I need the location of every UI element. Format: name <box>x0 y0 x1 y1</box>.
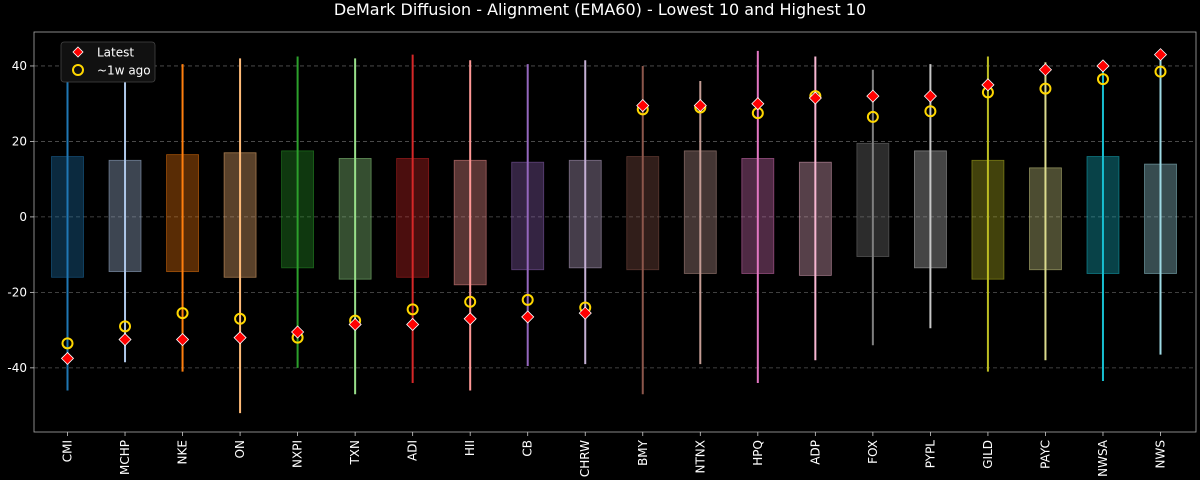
week-ago-point <box>1039 82 1052 95</box>
y-axis-ticks: -40 -20 0 20 40 <box>7 59 34 375</box>
latest-point <box>981 78 995 92</box>
y-tick-label: -20 <box>7 285 27 299</box>
legend-latest-label: Latest <box>97 46 134 60</box>
week-ago-point <box>176 307 189 320</box>
latest-point <box>636 99 650 113</box>
x-tick-label: NWSA <box>1096 439 1110 477</box>
x-tick-label: HPQ <box>751 440 765 466</box>
x-tick-label: TXN <box>348 440 362 466</box>
x-tick-label: FOX <box>866 440 880 464</box>
x-tick-label: PAYC <box>1038 440 1052 469</box>
week-ago-point <box>1154 65 1167 78</box>
chart-title: DeMark Diffusion - Alignment (EMA60) - L… <box>334 0 866 19</box>
week-ago-point <box>61 337 74 350</box>
x-tick-label: GILD <box>981 440 995 469</box>
latest-point <box>1038 63 1053 77</box>
x-tick-label: CMI <box>61 440 75 462</box>
gridlines <box>34 65 1196 369</box>
y-tick-label: 0 <box>19 210 27 224</box>
x-tick-label: PYPL <box>923 440 937 469</box>
x-tick-label: BMY <box>636 439 650 466</box>
x-tick-label: MCHP <box>118 440 132 475</box>
latest-point <box>233 331 247 345</box>
week-ago-point <box>866 110 879 123</box>
week-ago-point <box>1096 73 1109 86</box>
legend-box <box>60 41 156 83</box>
x-axis-ticks: CMI MCHP NKE ON NXPI TXN ADI HII CB CHRW BMY NTNX HP… <box>61 432 1168 477</box>
y-tick-label: -40 <box>7 361 27 375</box>
latest-markers <box>60 48 1168 365</box>
latest-point <box>751 97 765 111</box>
x-tick-label: NWS <box>1154 440 1168 468</box>
x-tick-label: ADP <box>808 440 822 465</box>
latest-point <box>348 317 362 332</box>
legend: Latest ~1w ago <box>60 41 156 83</box>
range-whiskers <box>66 50 1162 414</box>
week-ago-point <box>119 320 132 333</box>
latest-point <box>60 351 75 365</box>
plot-frame <box>33 31 1197 433</box>
latest-point <box>175 332 190 347</box>
y-tick-label: 20 <box>12 134 27 148</box>
legend-week-ago-marker <box>72 64 84 76</box>
week-ago-point <box>234 312 247 325</box>
range-boxes <box>51 142 1177 286</box>
week-ago-point <box>406 303 419 316</box>
latest-point <box>923 89 937 103</box>
latest-point <box>578 306 592 320</box>
y-tick-label: 40 <box>12 59 27 73</box>
legend-latest-marker <box>72 46 84 58</box>
legend-week-ago-label: ~1w ago <box>97 64 151 78</box>
x-tick-label: CB <box>521 440 535 457</box>
latest-point <box>1153 48 1168 62</box>
latest-point <box>866 89 880 103</box>
week-ago-point <box>924 105 937 118</box>
x-tick-label: NKE <box>176 440 190 464</box>
latest-point <box>521 310 535 324</box>
latest-point <box>808 91 822 105</box>
x-tick-label: ADI <box>406 440 420 461</box>
latest-point <box>406 317 420 332</box>
latest-point <box>291 325 305 339</box>
week-ago-point <box>521 293 534 306</box>
x-tick-label: HII <box>463 440 477 456</box>
latest-point <box>463 312 477 326</box>
x-tick-label: CHRW <box>578 440 592 477</box>
x-tick-label: NXPI <box>291 440 305 468</box>
latest-point <box>1096 59 1110 73</box>
week-ago-point <box>464 295 477 308</box>
x-tick-label: NTNX <box>693 440 707 474</box>
latest-point <box>693 99 707 113</box>
x-tick-label: ON <box>233 440 247 458</box>
latest-point <box>118 332 132 347</box>
